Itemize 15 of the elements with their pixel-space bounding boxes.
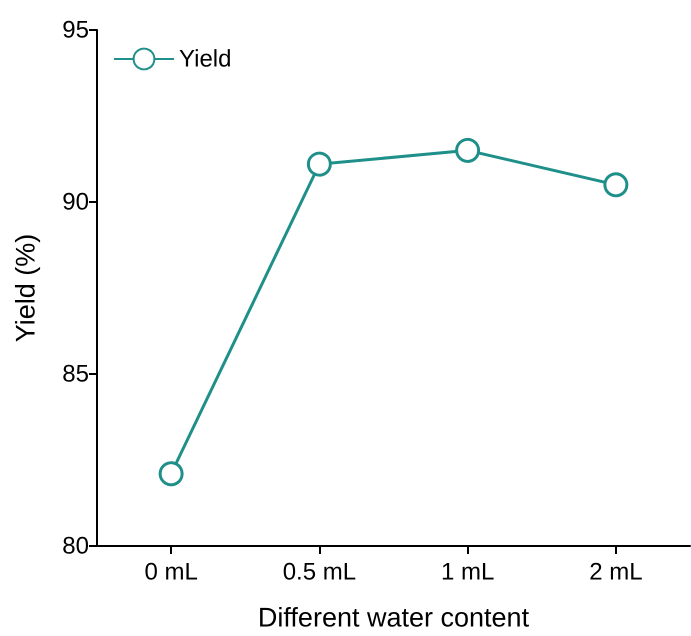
point bbox=[455, 138, 480, 163]
legend-label: Yield bbox=[179, 46, 232, 72]
y-tick-label: 95 bbox=[62, 16, 89, 44]
x-tick-label: 0 mL bbox=[144, 558, 198, 586]
x-tick-label: 2 mL bbox=[589, 558, 643, 586]
y-tick-label: 85 bbox=[62, 360, 89, 388]
x-axis-title: Different water content bbox=[258, 602, 530, 632]
point bbox=[603, 172, 628, 198]
y-tick-label: 90 bbox=[62, 188, 89, 216]
y-axis-title: Yield (%) bbox=[10, 234, 40, 342]
point bbox=[306, 152, 332, 177]
point bbox=[158, 461, 184, 486]
x-tick-label: 0.5 mL bbox=[282, 558, 356, 586]
x-tick-label: 1 mL bbox=[440, 558, 494, 586]
y-tick-label: 80 bbox=[62, 532, 89, 560]
